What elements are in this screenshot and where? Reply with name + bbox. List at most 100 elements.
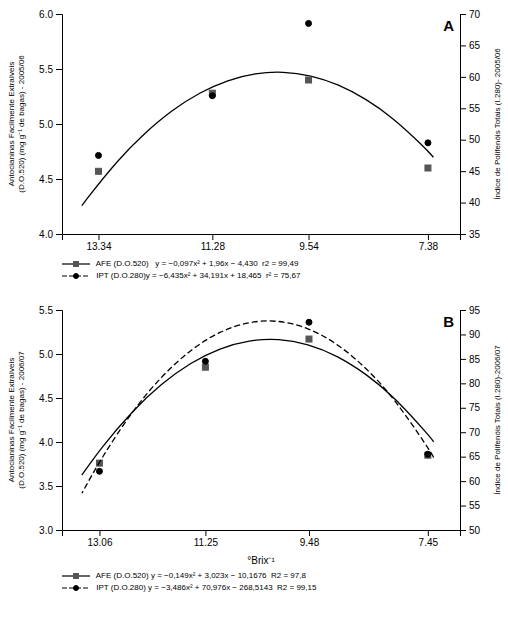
- tick-mark: [460, 108, 466, 109]
- tick: 85: [460, 354, 481, 365]
- tick-label: 5.5: [39, 305, 53, 316]
- point: [209, 93, 215, 99]
- legend-label: AFE (D.O.520) y = −0,149x² + 3,023x − 10…: [94, 571, 306, 580]
- tick: 90: [460, 329, 481, 340]
- tick: 70: [460, 427, 481, 438]
- tick: 4.5: [39, 393, 62, 404]
- tick-label: 50: [469, 525, 481, 536]
- point: [202, 364, 208, 370]
- tick-mark: [309, 530, 310, 536]
- panel: 13.0611.259.487.453.03.54.04.55.05.55055…: [7, 305, 502, 592]
- panel-label: B: [443, 313, 454, 330]
- tick-label: 60: [469, 476, 481, 487]
- tick-label: 4.0: [39, 229, 53, 240]
- legend-swatch-marker: [74, 586, 79, 591]
- tick-label: 40: [469, 197, 481, 208]
- tick-label: 35: [469, 229, 481, 240]
- tick-label: 50: [469, 134, 481, 145]
- point: [96, 468, 102, 474]
- tick-mark: [56, 234, 62, 235]
- y-axis-title: Antocianinas Facilmente Extraíveis(D.O.5…: [7, 55, 26, 193]
- legend-label: IPT (D.O.280) y = −3,486x² + 70,976x − 2…: [94, 583, 317, 592]
- legend-swatch-marker: [74, 574, 79, 579]
- point: [425, 140, 431, 146]
- axis-line: [461, 15, 467, 235]
- plot-area: [82, 20, 434, 205]
- tick-mark: [460, 14, 466, 15]
- axis-line: [56, 15, 63, 235]
- tick-mark: [56, 14, 62, 15]
- tick-label: 70: [469, 427, 481, 438]
- tick-mark: [460, 203, 466, 204]
- tick-mark: [460, 77, 466, 78]
- y2-axis-title: Índice de Polifenóis Totais (I.280)-2006…: [493, 345, 502, 495]
- tick-label: 70: [469, 9, 481, 20]
- point: [306, 319, 312, 325]
- tick-mark: [460, 481, 466, 482]
- tick: 55: [460, 103, 481, 114]
- tick: 95: [460, 305, 481, 316]
- tick-mark: [460, 530, 466, 531]
- point: [425, 451, 431, 457]
- tick-mark: [56, 354, 62, 355]
- legend: AFE (D.O.520) y = −0,149x² + 3,023x − 10…: [62, 571, 317, 592]
- point: [306, 336, 312, 342]
- tick-mark: [99, 530, 100, 536]
- tick-label: 65: [469, 451, 481, 462]
- panel-label: A: [443, 17, 454, 34]
- fit-line: [82, 339, 434, 475]
- x-axis: 13.34 11.28 9.54 7.38: [63, 234, 461, 252]
- tick-label: 7.45: [419, 537, 439, 548]
- point: [95, 152, 101, 158]
- point: [306, 77, 312, 83]
- legend-label: IPT (D.O.280)y = −6,435x² + 34,191x + 18…: [94, 271, 301, 280]
- point: [95, 168, 101, 174]
- tick: 11.28: [201, 234, 226, 252]
- tick-label: 7.38: [419, 241, 439, 252]
- tick-label: 13.06: [87, 537, 112, 548]
- tick-mark: [460, 334, 466, 335]
- tick-label: 13.34: [86, 241, 111, 252]
- tick-mark: [56, 310, 62, 311]
- tick-mark: [56, 124, 62, 125]
- tick-label: 5.0: [39, 349, 53, 360]
- tick: 13.06: [87, 530, 112, 548]
- chart: 13.3411.289.547.384.04.55.05.56.03540455…: [0, 0, 508, 622]
- tick-mark: [56, 442, 62, 443]
- tick: 5.5: [39, 305, 62, 316]
- fit-line: [82, 72, 434, 205]
- tick-label: 55: [469, 500, 481, 511]
- axis-line: [63, 235, 461, 241]
- tick-mark: [460, 359, 466, 360]
- tick-mark: [56, 179, 62, 180]
- tick: 4.0: [39, 229, 62, 240]
- axis-line: [56, 311, 63, 531]
- tick-mark: [460, 432, 466, 433]
- tick-label: 45: [469, 166, 481, 177]
- tick-label: 55: [469, 103, 481, 114]
- legend-label: AFE (D.O.520) y = −0,097x² + 1,96x − 4,4…: [94, 259, 299, 268]
- tick-mark: [460, 310, 466, 311]
- tick-label: 5.0: [39, 119, 53, 130]
- tick-label: 5.5: [39, 64, 53, 75]
- axis-line: [461, 311, 467, 531]
- tick: 5.5: [39, 64, 62, 75]
- tick-label: 9.54: [299, 241, 319, 252]
- tick: 11.25: [194, 530, 219, 548]
- tick: 4.5: [39, 174, 62, 185]
- tick-mark: [428, 530, 429, 536]
- tick-mark: [460, 140, 466, 141]
- tick: 13.34: [86, 234, 111, 252]
- tick-mark: [56, 69, 62, 70]
- tick-mark: [205, 530, 206, 536]
- tick: 35: [460, 229, 481, 240]
- tick-label: 11.25: [194, 537, 219, 548]
- tick-mark: [460, 234, 466, 235]
- tick-label: 75: [469, 402, 481, 413]
- point: [425, 165, 431, 171]
- y-axis-title: Antocianinas Facilmente Extraíveis(D.O.5…: [7, 351, 26, 489]
- y2-axis-title: Índice de Polifenóis Totais (I.280)- 200…: [493, 48, 502, 200]
- tick: 3.0: [39, 525, 62, 536]
- tick: 9.54: [299, 234, 319, 252]
- tick-mark: [56, 398, 62, 399]
